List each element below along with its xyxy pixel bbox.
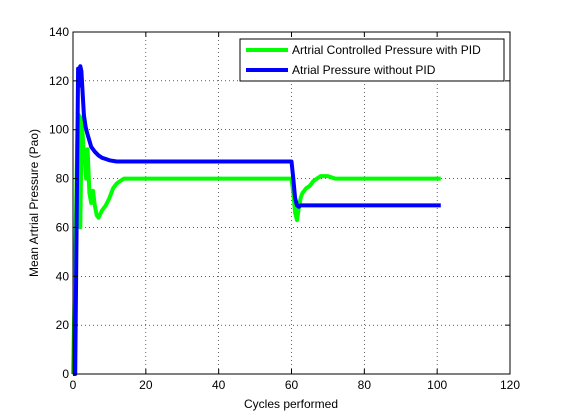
tick-layer: 0 20 40 60 80 100 120 0 20 40 60 80 100 120 140 [49,25,520,392]
legend-box [239,38,505,82]
series-layer [71,64,441,376]
y-tick-label: 80 [56,172,70,186]
x-tick-label: 100 [427,378,447,392]
x-tick-label: 20 [139,378,153,392]
legend-label-pid: Artrial Controlled Pressure with PID [292,43,481,57]
y-axis-label: Mean Artrial Pressure (Pao) [27,129,41,277]
y-tick-label: 120 [49,74,69,88]
plot-area [73,32,510,374]
legend: Artrial Controlled Pressure with PID Atr… [239,38,505,82]
series-line-no-pid [73,64,441,376]
x-tick-label: 40 [212,378,226,392]
y-tick-label: 100 [49,123,69,137]
x-axis-label: Cycles performed [244,397,338,411]
y-tick-label: 0 [62,367,69,381]
x-tick-label: 80 [358,378,372,392]
x-tick-label: 60 [285,378,299,392]
x-tick-label: 0 [70,378,77,392]
y-tick-label: 140 [49,25,69,39]
y-tick-label: 60 [56,220,70,234]
y-tick-label: 40 [56,269,70,283]
legend-label-no-pid: Atrial Pressure without PID [292,63,436,77]
y-tick-label: 20 [56,318,70,332]
series-line-pid [71,113,441,375]
x-tick-label: 120 [500,378,520,392]
